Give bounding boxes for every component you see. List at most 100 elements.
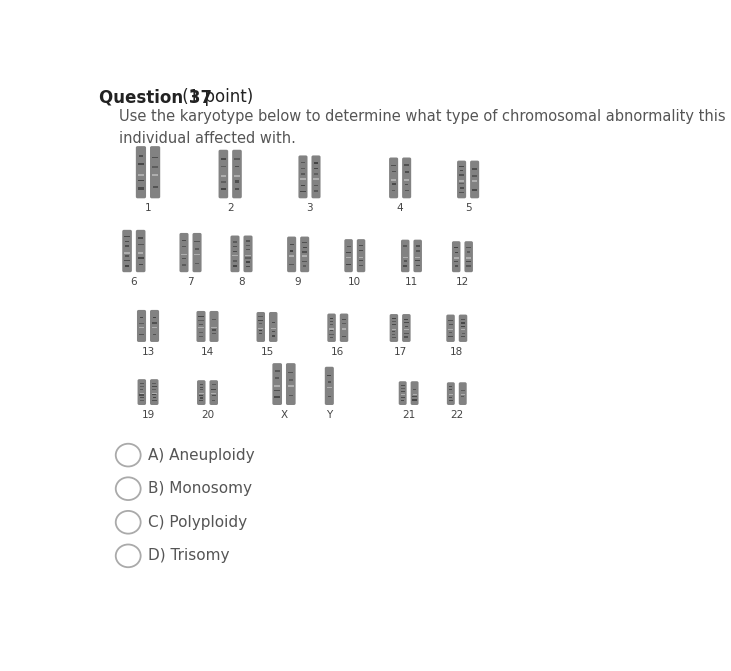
Bar [405, 184, 409, 185]
Bar [246, 244, 250, 246]
Bar [300, 191, 306, 192]
Bar [302, 251, 307, 253]
FancyBboxPatch shape [124, 252, 130, 254]
Bar [246, 240, 250, 242]
Text: 18: 18 [450, 347, 463, 357]
Bar [234, 158, 240, 160]
FancyBboxPatch shape [230, 236, 240, 272]
Bar [137, 256, 143, 258]
Bar [233, 265, 237, 266]
Bar [459, 174, 464, 176]
Bar [290, 250, 293, 252]
FancyBboxPatch shape [414, 240, 422, 272]
Bar [449, 400, 453, 401]
Bar [302, 242, 307, 244]
Bar [153, 317, 156, 318]
Bar [199, 336, 203, 337]
Text: Question 37: Question 37 [99, 89, 212, 106]
Bar [182, 264, 186, 266]
Bar [455, 247, 458, 248]
Bar [139, 155, 143, 157]
Bar [342, 336, 346, 337]
Bar [212, 400, 216, 401]
Bar [449, 323, 452, 325]
Bar [200, 384, 202, 385]
Text: 17: 17 [393, 347, 406, 357]
Bar [152, 389, 156, 390]
FancyBboxPatch shape [246, 255, 251, 256]
FancyBboxPatch shape [197, 380, 205, 405]
Bar [391, 165, 395, 166]
FancyBboxPatch shape [274, 385, 280, 387]
FancyBboxPatch shape [288, 385, 294, 387]
Bar [327, 382, 331, 383]
Bar [455, 265, 458, 266]
Bar [153, 397, 156, 399]
Text: (1 point): (1 point) [177, 89, 253, 106]
FancyBboxPatch shape [232, 150, 242, 199]
FancyBboxPatch shape [327, 313, 336, 342]
Bar [211, 337, 216, 338]
Bar [235, 166, 239, 167]
Text: 15: 15 [260, 347, 273, 357]
Bar [330, 337, 333, 338]
Bar [272, 331, 275, 332]
Bar [259, 333, 262, 334]
Bar [401, 400, 404, 401]
Bar [200, 395, 203, 396]
FancyBboxPatch shape [198, 327, 203, 329]
FancyBboxPatch shape [325, 367, 334, 405]
FancyBboxPatch shape [180, 233, 189, 272]
Text: 13: 13 [141, 347, 155, 357]
FancyBboxPatch shape [221, 175, 226, 177]
Bar [327, 374, 331, 376]
FancyBboxPatch shape [257, 312, 265, 342]
FancyBboxPatch shape [232, 255, 238, 256]
FancyBboxPatch shape [344, 239, 353, 272]
Bar [401, 391, 405, 392]
Bar [235, 180, 239, 183]
FancyBboxPatch shape [150, 146, 160, 199]
Bar [138, 180, 144, 181]
Bar [461, 326, 466, 327]
Bar [448, 320, 453, 321]
Bar [450, 389, 452, 390]
Text: 1: 1 [145, 203, 151, 213]
Text: D) Trisomy: D) Trisomy [148, 548, 230, 564]
Text: 11: 11 [405, 277, 418, 287]
Bar [221, 166, 226, 167]
Bar [199, 320, 203, 321]
Bar [125, 255, 129, 257]
Text: A) Aneuploidy: A) Aneuploidy [148, 448, 254, 462]
Text: C) Polyploidy: C) Polyploidy [148, 515, 247, 530]
Bar [212, 315, 216, 317]
Bar [416, 246, 420, 247]
Bar [314, 190, 319, 192]
Bar [221, 180, 226, 183]
Bar [198, 316, 204, 317]
FancyBboxPatch shape [234, 175, 240, 177]
Text: 9: 9 [295, 277, 301, 287]
Bar [259, 316, 263, 317]
Bar [404, 322, 409, 323]
Bar [314, 168, 318, 169]
Bar [454, 261, 458, 262]
Bar [303, 261, 307, 262]
FancyBboxPatch shape [210, 311, 219, 342]
Bar [272, 336, 275, 337]
Bar [404, 260, 407, 262]
FancyBboxPatch shape [402, 314, 411, 342]
Bar [346, 246, 351, 248]
Text: 10: 10 [348, 277, 361, 287]
Bar [466, 261, 471, 262]
FancyBboxPatch shape [454, 258, 458, 259]
FancyBboxPatch shape [327, 387, 332, 389]
Bar [301, 162, 305, 163]
Bar [393, 333, 395, 335]
Bar [461, 319, 465, 320]
Bar [275, 376, 279, 378]
FancyBboxPatch shape [302, 255, 307, 257]
FancyBboxPatch shape [389, 158, 398, 199]
Bar [415, 250, 420, 252]
Bar [153, 334, 156, 335]
